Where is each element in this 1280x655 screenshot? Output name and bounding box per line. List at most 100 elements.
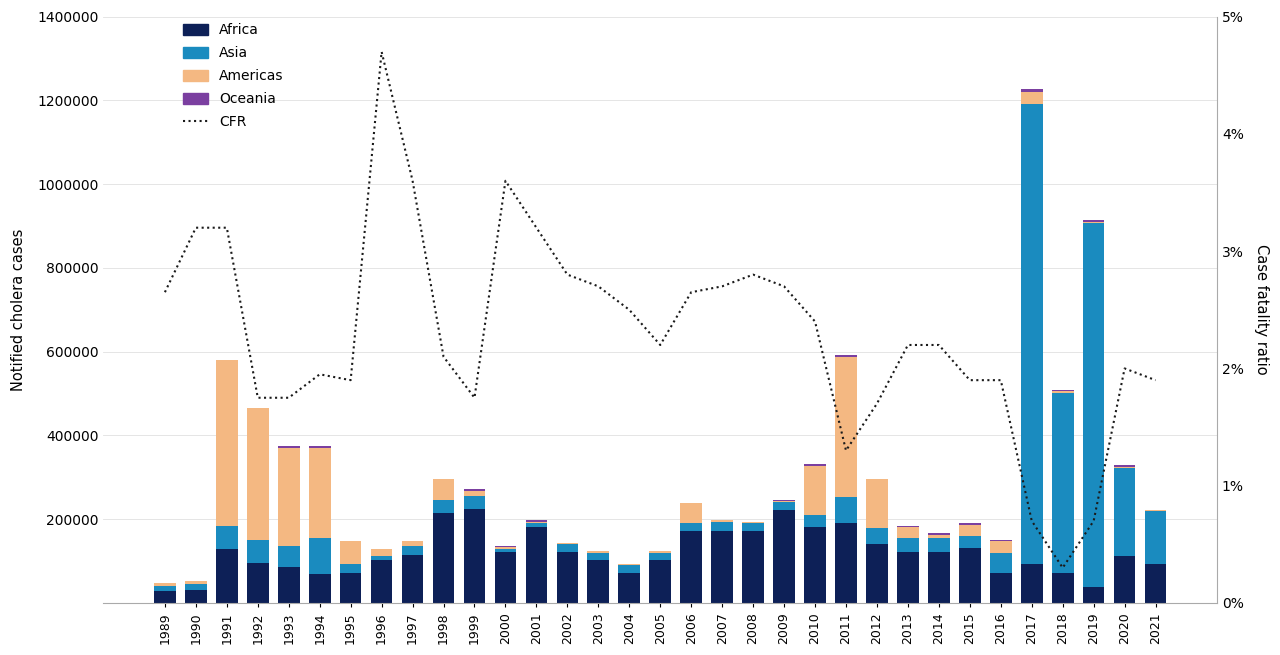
Bar (835, 523, 856, 603)
CFR (808, 318, 823, 326)
Bar (1114, 465, 1135, 467)
Bar (463, 509, 485, 603)
CFR (684, 288, 699, 296)
CFR (312, 370, 328, 378)
Bar (897, 538, 919, 552)
Bar (557, 543, 579, 544)
Bar (463, 491, 485, 496)
Bar (1114, 467, 1135, 468)
Bar (278, 446, 300, 448)
CFR (157, 288, 173, 296)
Bar (1021, 103, 1043, 565)
Bar (247, 540, 269, 563)
CFR (622, 306, 637, 314)
CFR (250, 394, 265, 402)
Bar (278, 546, 300, 567)
Y-axis label: Case fatality ratio: Case fatality ratio (1254, 244, 1268, 375)
Bar (649, 552, 671, 553)
Bar (494, 546, 516, 548)
CFR (993, 376, 1009, 384)
Bar (463, 496, 485, 509)
CFR (219, 224, 234, 232)
Bar (216, 548, 238, 603)
CFR (188, 224, 204, 232)
Bar (1052, 573, 1074, 603)
Bar (339, 563, 361, 573)
Bar (959, 525, 980, 536)
Bar (247, 408, 269, 540)
Bar (1021, 89, 1043, 92)
CFR (1024, 517, 1039, 525)
Bar (1114, 556, 1135, 603)
Bar (773, 501, 795, 502)
CFR (1117, 364, 1133, 372)
Bar (649, 553, 671, 560)
Bar (928, 552, 950, 603)
Bar (742, 523, 764, 531)
CFR (714, 282, 730, 290)
Bar (928, 535, 950, 538)
Bar (835, 356, 856, 357)
Legend: Africa, Asia, Americas, Oceania, CFR: Africa, Asia, Americas, Oceania, CFR (177, 18, 289, 135)
Bar (308, 574, 330, 603)
Bar (308, 538, 330, 574)
Bar (433, 479, 454, 500)
Bar (402, 540, 424, 546)
CFR (1055, 564, 1070, 572)
CFR (963, 376, 978, 384)
Bar (804, 515, 826, 527)
Bar (989, 553, 1011, 573)
Bar (1144, 565, 1166, 603)
Bar (1144, 510, 1166, 511)
Bar (681, 531, 701, 603)
Bar (433, 513, 454, 603)
Bar (959, 548, 980, 603)
Bar (494, 552, 516, 603)
CFR (529, 224, 544, 232)
Bar (186, 584, 206, 590)
Bar (773, 500, 795, 501)
Bar (154, 586, 175, 591)
Bar (959, 523, 980, 525)
Bar (463, 489, 485, 491)
Bar (989, 542, 1011, 553)
Bar (588, 552, 609, 553)
Bar (308, 448, 330, 538)
CFR (282, 394, 297, 402)
Bar (1083, 588, 1105, 603)
Bar (402, 546, 424, 555)
CFR (869, 400, 884, 407)
Bar (928, 533, 950, 535)
Bar (1144, 511, 1166, 565)
Bar (897, 552, 919, 603)
Bar (835, 357, 856, 497)
CFR (590, 282, 605, 290)
Bar (186, 581, 206, 584)
Bar (308, 446, 330, 448)
CFR (498, 177, 513, 185)
Bar (835, 497, 856, 523)
Bar (618, 564, 640, 565)
Bar (867, 527, 888, 544)
Bar (526, 527, 548, 603)
Bar (1052, 393, 1074, 573)
Bar (186, 590, 206, 603)
Bar (928, 538, 950, 552)
Bar (804, 466, 826, 515)
Bar (526, 522, 548, 523)
Bar (867, 544, 888, 603)
CFR (1148, 376, 1164, 384)
Bar (588, 553, 609, 560)
Bar (1021, 565, 1043, 603)
Bar (804, 464, 826, 466)
CFR (436, 353, 452, 361)
Bar (526, 523, 548, 527)
Bar (371, 560, 393, 603)
Bar (989, 573, 1011, 603)
Bar (897, 527, 919, 538)
Bar (339, 573, 361, 603)
Bar (278, 448, 300, 546)
CFR (559, 271, 575, 278)
Bar (712, 521, 733, 522)
Bar (526, 521, 548, 522)
